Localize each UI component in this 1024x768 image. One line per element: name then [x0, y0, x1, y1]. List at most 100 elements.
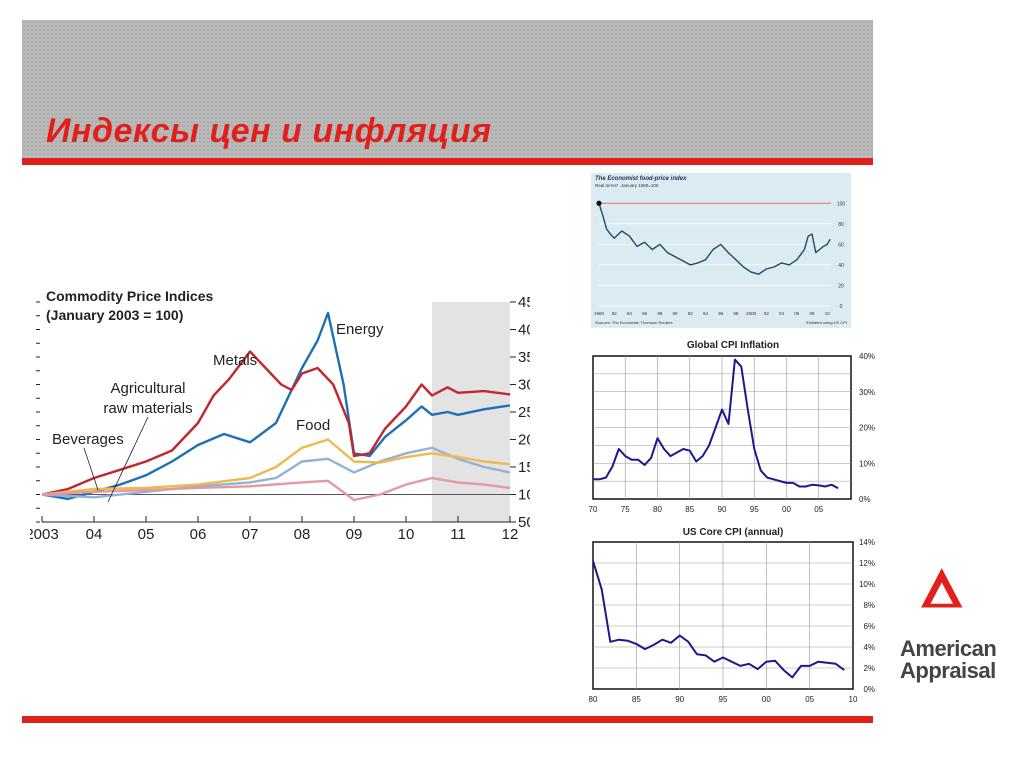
global-cpi-y-label: 40%	[859, 352, 875, 361]
us-cpi-y-label: 10%	[859, 580, 875, 589]
global-cpi-x-label: 75	[621, 505, 630, 514]
y-tick-label: 200	[518, 432, 530, 449]
economist-source: Sources: The Economist; Thomson Reuters	[595, 320, 672, 325]
label-energy: Energy	[336, 321, 384, 338]
global-cpi-line-0	[593, 358, 839, 490]
economist-y-label: 40	[838, 263, 844, 269]
global-cpi-y-label: 30%	[859, 388, 875, 397]
economist-y-label: 60	[838, 242, 844, 248]
y-tick-label: 150	[518, 459, 530, 476]
us-cpi-y-label: 4%	[863, 643, 875, 652]
series-line-1	[41, 350, 511, 496]
american-appraisal-logo-icon	[921, 568, 963, 608]
x-tick-label: 12	[502, 526, 519, 542]
y-tick-label: 300	[518, 377, 530, 394]
y-tick-label: 250	[518, 404, 530, 421]
global-cpi-x-label: 80	[653, 505, 662, 514]
chart-title: Commodity Price Indices	[46, 288, 213, 304]
economist-x-label: 1980	[594, 311, 605, 316]
us-core-cpi-chart: US Core CPI (annual) 0% 2% 4% 6% 8% 10% 12% 14% 8…	[589, 527, 875, 704]
bev-leader-line	[83, 447, 99, 491]
us-cpi-x-label: 05	[805, 695, 814, 704]
us-cpi-x-label: 10	[849, 695, 858, 704]
economist-x-label: 08	[809, 311, 815, 316]
y-tick-label: 350	[518, 349, 530, 366]
label-agricultural: Agricultural	[110, 380, 185, 397]
commodity-price-chart: 50 100 150 200 250 300 350 400 450 2003 04 05 06 07 08…	[30, 288, 530, 542]
top-red-rule	[22, 158, 873, 165]
header-band	[22, 20, 873, 158]
global-cpi-x-label: 00	[782, 505, 791, 514]
x-tick-label: 05	[138, 526, 155, 542]
economist-x-label: 90	[673, 311, 679, 316]
economist-footnote: *Deflated using US CPI	[805, 320, 847, 325]
us-cpi-y-label: 8%	[863, 601, 875, 610]
us-cpi-y-label: 0%	[863, 685, 875, 694]
us-cpi-line-0	[592, 560, 845, 679]
economist-title: The Economist food-price index	[595, 176, 687, 182]
economist-food-price-chart: 0 20 40 60 80 100 1980 82 84 86 88 90 92 94 96 98 2000 02…	[591, 173, 851, 328]
economist-x-label: 88	[657, 311, 663, 316]
economist-y-label: 80	[838, 222, 844, 228]
bottom-red-rule	[22, 716, 873, 723]
x-tick-label: 09	[346, 526, 363, 542]
economist-line-0	[598, 203, 831, 275]
us-cpi-y-label: 14%	[859, 538, 875, 547]
economist-y-label: 20	[838, 283, 844, 289]
x-tick-label: 08	[294, 526, 311, 542]
economist-x-label: 96	[718, 311, 724, 316]
y-tick-label: 100	[518, 487, 530, 504]
us-cpi-y-label: 12%	[859, 559, 875, 568]
global-cpi-x-label: 85	[685, 505, 694, 514]
global-cpi-y-label: 0%	[859, 495, 871, 504]
economist-x-label: 02	[764, 311, 770, 316]
us-cpi-x-label: 80	[589, 695, 598, 704]
economist-x-label: 84	[627, 311, 633, 316]
agri-leader-line	[107, 416, 149, 503]
global-cpi-x-label: 70	[589, 505, 598, 514]
economist-x-label: 92	[688, 311, 694, 316]
global-cpi-x-label: 95	[750, 505, 759, 514]
x-tick-label: 07	[242, 526, 259, 542]
logo-text-line2: Appraisal	[900, 658, 996, 683]
global-cpi-y-label: 20%	[859, 424, 875, 433]
label-beverages: Beverages	[52, 431, 124, 448]
us-cpi-title: US Core CPI (annual)	[683, 527, 784, 538]
economist-bg	[591, 173, 851, 328]
economist-x-label: 98	[733, 311, 739, 316]
global-cpi-title: Global CPI Inflation	[687, 340, 779, 351]
economist-y-label: 0	[840, 304, 843, 310]
economist-x-label: 06	[794, 311, 800, 316]
economist-y-label: 100	[837, 201, 846, 207]
us-cpi-x-label: 85	[632, 695, 641, 704]
x-tick-label: 04	[86, 526, 103, 542]
x-tick-label: 10	[398, 526, 415, 542]
label-metals: Metals	[213, 352, 257, 369]
label-food: Food	[296, 417, 330, 434]
economist-x-label: 94	[703, 311, 709, 316]
slide-title: Индексы цен и инфляция	[46, 112, 492, 150]
chart-subtitle: (January 2003 = 100)	[46, 307, 183, 323]
us-cpi-x-label: 95	[719, 695, 728, 704]
economist-x-label: 2000	[746, 311, 757, 316]
label-raw-materials: raw materials	[103, 400, 192, 417]
x-tick-label: 06	[190, 526, 207, 542]
economist-x-label: 86	[642, 311, 648, 316]
economist-x-label: 04	[779, 311, 785, 316]
y-tick-label: 400	[518, 322, 530, 339]
economist-x-label: 82	[612, 311, 618, 316]
global-cpi-x-label: 05	[814, 505, 823, 514]
us-cpi-y-label: 6%	[863, 622, 875, 631]
series-line-0	[41, 311, 511, 501]
y-tick-label: 450	[518, 294, 530, 311]
logo-text-line1: American	[900, 636, 997, 661]
global-cpi-x-label: 90	[718, 505, 727, 514]
us-cpi-y-label: 2%	[863, 664, 875, 673]
economist-start-dot	[596, 200, 602, 206]
y-tick-label: 50	[518, 514, 530, 531]
series-line-4	[41, 476, 511, 502]
x-tick-label: 2003	[30, 526, 59, 542]
global-cpi-chart: Global CPI Inflation 0% 10% 20% 30% 40% 70 75 80…	[589, 340, 875, 514]
us-cpi-x-label: 90	[675, 695, 684, 704]
global-cpi-y-label: 10%	[859, 459, 875, 468]
